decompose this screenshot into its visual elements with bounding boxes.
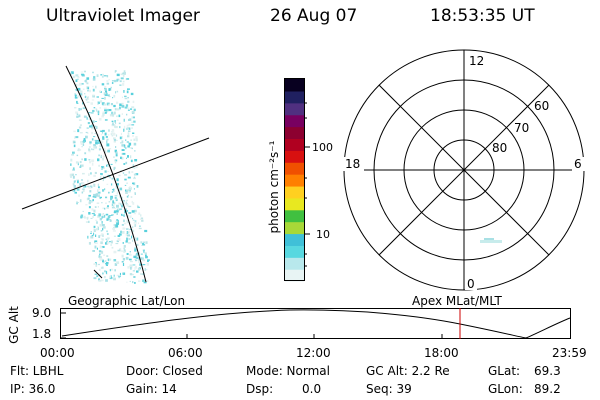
colorbar-band	[285, 185, 304, 199]
lat-label-80: 80	[492, 141, 507, 155]
colorbar-tick-label-10: 10	[316, 228, 330, 241]
polar-diagonal-2	[378, 84, 550, 256]
geographic-image-panel	[21, 65, 210, 284]
auroral-emission-speckles	[69, 70, 150, 284]
apex-mlat-mlt-label: Apex MLat/MLT	[412, 294, 502, 308]
gain-status: Gain: 14	[126, 382, 177, 396]
colorbar-band	[285, 174, 304, 187]
colorbar-band	[285, 233, 304, 246]
colorbar-band	[285, 90, 304, 104]
mlt-label-0: 0	[467, 277, 475, 291]
polar-mlt-plot: 12 18 6 0 60 70 80	[342, 49, 586, 291]
colorbar-band	[285, 221, 304, 235]
gc-alt-axis-label: GC Alt	[7, 306, 21, 344]
colorbar-band	[285, 269, 304, 282]
time-tick-2359: 23:59	[552, 346, 587, 360]
time-tick-1800: 18:00	[424, 346, 459, 360]
altitude-timeline-plot	[60, 308, 571, 339]
meridian-line	[65, 65, 147, 283]
observation-time: 18:53:35 UT	[430, 6, 535, 26]
time-tick-1200: 12:00	[296, 346, 331, 360]
observation-date: 26 Aug 07	[270, 6, 358, 26]
instrument-title: Ultraviolet Imager	[46, 6, 200, 26]
colorbar-unit-label: photon cm⁻²s⁻¹	[267, 140, 281, 234]
colorbar-band	[285, 126, 304, 140]
mlt-label-18: 18	[345, 157, 360, 171]
colorbar-band	[285, 197, 304, 211]
gc-alt-status: GC Alt: 2.2 Re	[366, 364, 450, 378]
dsp-label: Dsp:	[246, 382, 274, 396]
colorbar-band	[285, 245, 304, 258]
colorbar-band	[285, 79, 304, 92]
colorbar	[284, 78, 310, 282]
colorbar-frame	[284, 78, 305, 281]
colorbar-band	[285, 138, 304, 151]
colorbar-band	[285, 209, 304, 223]
latitude-line	[21, 137, 210, 210]
mode-status: Mode: Normal	[246, 364, 330, 378]
dsp-value: 0.0	[302, 382, 322, 396]
sequence-status: Seq: 39	[366, 382, 412, 396]
lat-label-70: 70	[514, 121, 529, 135]
colorbar-band	[285, 102, 304, 116]
glat-value: 69.3	[534, 364, 561, 378]
mlt-label-12: 12	[469, 54, 484, 68]
door-status: Door: Closed	[126, 364, 203, 378]
gc-alt-tick-1-8: 1.8	[32, 327, 52, 341]
colorbar-band	[285, 150, 304, 163]
colorbar-band	[285, 114, 304, 128]
mlt-label-6: 6	[574, 157, 582, 171]
ip-status: IP: 36.0	[10, 382, 56, 396]
time-tick-0600: 06:00	[168, 346, 203, 360]
filter-status: Flt: LBHL	[10, 364, 64, 378]
glat-label: GLat:	[488, 364, 521, 378]
polar-emission-patch	[480, 238, 502, 243]
grid-tick	[93, 269, 103, 279]
colorbar-tick-label-100: 100	[312, 141, 333, 154]
time-tick-0000: 00:00	[40, 346, 75, 360]
glon-value: 89.2	[534, 382, 561, 396]
glon-label: GLon:	[488, 382, 523, 396]
colorbar-gradient	[285, 79, 304, 282]
colorbar-band	[285, 162, 304, 175]
timeline-frame	[60, 308, 571, 339]
gc-alt-tick-9: 9.0	[32, 306, 52, 320]
colorbar-band	[285, 257, 304, 270]
geographic-lat-lon-label: Geographic Lat/Lon	[68, 294, 186, 308]
lat-label-60: 60	[534, 99, 549, 113]
altitude-curve	[61, 309, 571, 339]
